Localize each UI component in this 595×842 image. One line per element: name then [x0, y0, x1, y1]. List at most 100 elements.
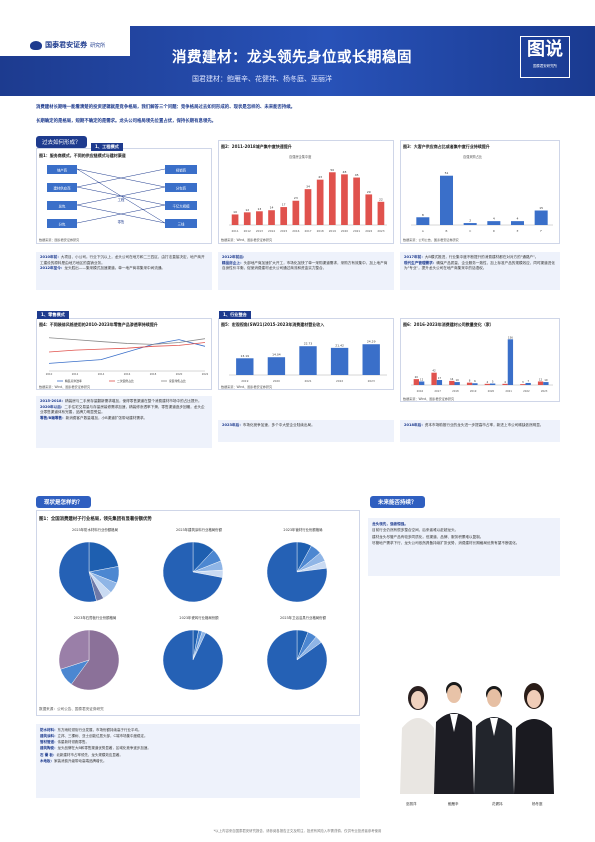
- chart3-legend: 百强采购占比: [463, 155, 483, 159]
- note-item: 2010年前：大项目、小公司。行业下沉以上，龙头公司在地方和二三四区，由打法直接…: [40, 255, 205, 265]
- data-label: 4: [493, 217, 495, 221]
- pie-slice: [71, 629, 120, 691]
- panel-big-client-chart: 图3：大客户供应商占比或者集中度行业持续提升 百强采购占比 8 A 51 B 2 C 4 D 4…: [400, 140, 560, 244]
- data-label: 13: [257, 207, 261, 211]
- bar: [418, 381, 425, 385]
- person-name-3: 花健祎: [492, 802, 503, 806]
- diagram-box-4: 经销商: [176, 168, 187, 173]
- chart2-svg: 10 2011 12 2012 13 2013 14 2014 17 2015 23 2016 34 20…: [229, 168, 387, 233]
- diagram-box-1: 建材供应商: [54, 186, 72, 191]
- pie-slice: [266, 541, 328, 603]
- data-label: 4: [517, 217, 519, 221]
- pie-svg: [58, 541, 120, 603]
- data-label: 22: [379, 197, 383, 201]
- tick-label: 2021: [353, 229, 360, 233]
- data-label: 8: [469, 379, 471, 383]
- tick-label: 2020: [176, 372, 183, 376]
- bar: [365, 194, 373, 225]
- chart4-title: 图4：不同装修风格使用的2010-2023年零售产品渗透率持续提升: [39, 322, 158, 327]
- bar: [520, 384, 526, 385]
- bar: [304, 189, 312, 225]
- data-label: 22.73: [304, 342, 313, 346]
- data-label: 156: [508, 335, 513, 339]
- chart5-title: 图5：宏观视角(SW21)2015-2023年消费建材营业收入: [221, 322, 325, 327]
- tick-label: 2020: [488, 389, 495, 393]
- pie-slice: [162, 629, 224, 691]
- legend-label: 精装房渗透率: [65, 379, 82, 383]
- panel5-num-label: 1、行业整合: [219, 311, 251, 319]
- data-label: 12: [539, 377, 543, 381]
- series-line: [48, 339, 206, 364]
- tick-label: 2019: [241, 379, 248, 383]
- pie-title: 2023年建筑涂料行业格局份额: [176, 528, 222, 532]
- bar: [439, 175, 454, 225]
- pie-chart: 2023年防水材料行业份额格局: [43, 527, 147, 615]
- panel-company-count: 图6：2016-2023年消费建材公司数量变化（家） 20 42 14 8 4 4 3 12 1…: [400, 318, 560, 402]
- data-label: 14: [270, 206, 274, 210]
- tick-label: 2015: [280, 229, 287, 233]
- data-label: 42: [432, 369, 436, 373]
- logo-area: [0, 26, 130, 56]
- tick-label: 2022: [336, 379, 343, 383]
- analyst-photos: [390, 668, 560, 800]
- chart6-source: 数据来源：Wind、国泰君安证券研究: [403, 397, 455, 401]
- tick-label: 2020: [341, 229, 348, 233]
- tick-label: 2020: [273, 379, 280, 383]
- diagram-label-8: 工程: [118, 197, 125, 202]
- data-label: 20: [415, 375, 419, 379]
- section2-source: 数据来源：公司公告、国泰君安证券研究: [39, 707, 104, 711]
- bar: [507, 339, 514, 385]
- bar: [449, 380, 455, 385]
- bar: [489, 383, 496, 385]
- data-label: 13.19: [241, 354, 250, 358]
- tick-label: E: [517, 229, 519, 233]
- tushuo-badge: 图说 国泰君安研究所: [520, 36, 570, 78]
- pie-title: 2023年防水材料行业份额格局: [72, 528, 118, 532]
- bar: [330, 347, 349, 375]
- tick-label: 2011: [232, 229, 239, 233]
- pie-title: 2023年瓷砖行业格局份额: [179, 616, 219, 620]
- person-name-1: 巫丽洋: [406, 802, 417, 806]
- note-item: 2020年以后：二手住宅交易量与存量房装修需求加速，精装修渗透率下滑，零售渠道逐…: [40, 404, 205, 415]
- tick-label: 2017: [304, 229, 311, 233]
- pie-svg: [58, 629, 120, 691]
- bar: [362, 344, 380, 375]
- series-line: [48, 342, 206, 353]
- chart2-source: 数据来源：Wind、国泰君安证券研究: [221, 238, 273, 242]
- chart5-source: 数据来源：Wind、国泰君安证券研究: [221, 385, 273, 389]
- pie-slice: [58, 541, 97, 603]
- pie-chart: 2023年石膏板行业份额格局: [43, 615, 147, 703]
- tick-label: B: [446, 229, 448, 233]
- bar: [236, 358, 254, 375]
- data-label: 4: [504, 380, 506, 384]
- legend-label: 二次装修占比: [117, 379, 134, 383]
- intro-line-2: 长期确定的是格局，短期不确定的是需求。龙头公司格局领先位置占优，保持长期有息领先…: [36, 119, 217, 124]
- bar: [353, 177, 360, 225]
- diagram-box-2: 总包: [59, 204, 66, 209]
- series-line: [48, 337, 206, 345]
- bar: [299, 346, 317, 375]
- bar: [341, 174, 348, 225]
- tick-label: A: [422, 229, 424, 233]
- data-label: 15: [539, 206, 543, 210]
- note-item: 2023年后：市场化竞争加速，多个中大型企业陆续出局。: [222, 423, 315, 427]
- person-1: [400, 686, 436, 794]
- supply-chain-diagram: 地产商 建材供应商 总包 分包 经销商 分包商 千亿大规模 三线 工程 零售: [47, 165, 197, 228]
- panel4-notes: 2015-2018：精装房与二手房存量翻新需求增加，使得零售渠道在整个消费建材市…: [36, 396, 212, 448]
- bar: [502, 383, 508, 385]
- tick-label: 2017: [434, 389, 441, 393]
- note-item: 防水材料：东方雨虹领衔行业发展，市场份额持续高于行业平均。: [40, 728, 142, 732]
- logo-icon: [30, 40, 42, 50]
- badge-small: 国泰君安研究所: [533, 64, 557, 68]
- note-item: 目前行业仍然有很多整合空间，后来者难以赶超龙头。: [372, 528, 459, 533]
- panel2-notes: 2012年前后： 精品房企上：头部地产商加速扩大开工，市场化加快了单一采购渠道需…: [218, 252, 394, 290]
- panel1-notes: 2010年前：大项目、小公司。行业下沉以上，龙头公司在地方和二三四区，由打法直接…: [36, 252, 212, 290]
- panel1-num-label: 1、工程模式: [91, 143, 123, 151]
- logo-sub: 研究所: [90, 42, 106, 49]
- tick-label: 2023: [377, 229, 384, 233]
- pie-slice: [58, 629, 90, 670]
- data-label: 7: [527, 379, 529, 383]
- tick-label: 2013: [256, 229, 263, 233]
- section3-notes: 龙头领先，强者恒强。 目前行业仍然有很多整合空间，后来者难以赶超龙头。 建材龙头…: [368, 518, 560, 576]
- pie-grid: 2023年防水材料行业份额格局 2023年建筑涂料行业格局份额 2023年管材行业份…: [43, 527, 355, 703]
